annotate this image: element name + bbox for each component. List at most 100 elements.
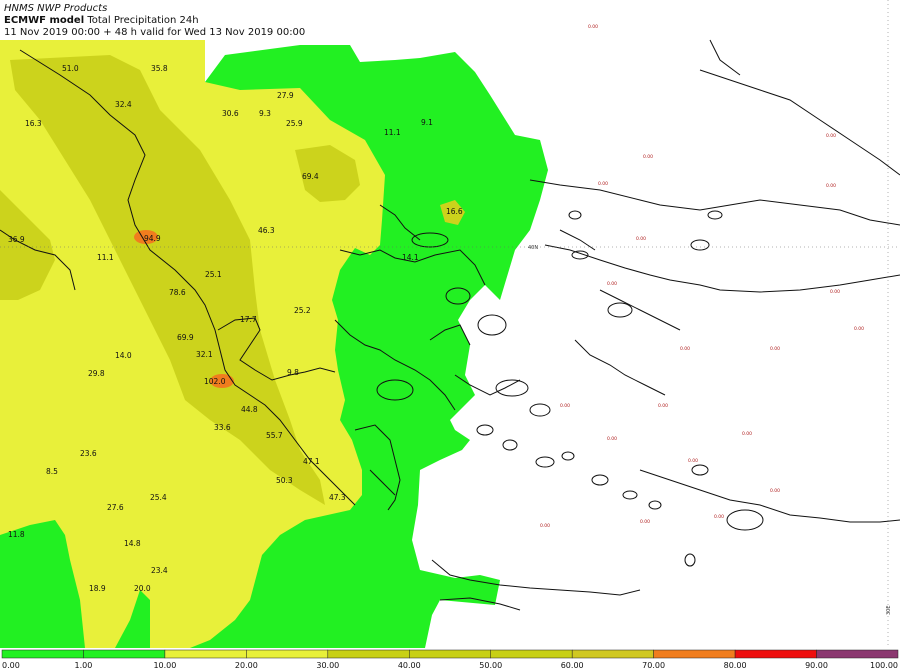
model-name: ECMWF model <box>4 15 85 26</box>
value-label: 23.6 <box>80 449 97 458</box>
colorbar-tick-label: 30.00 <box>316 661 339 670</box>
islands <box>376 210 764 567</box>
dry-value-label: 0.00 <box>658 403 668 409</box>
colorbar-segment <box>83 649 166 659</box>
value-label: 33.6 <box>214 423 231 432</box>
colorbar-tick-label: 100.00 <box>870 661 898 670</box>
colorbar-segment <box>816 649 899 659</box>
value-label: 50.3 <box>276 476 293 485</box>
value-label: 32.1 <box>196 350 213 359</box>
precip-zone-olive-3 <box>295 145 360 202</box>
dry-value-label: 0.00 <box>770 488 780 494</box>
value-label: 78.6 <box>169 288 186 297</box>
dry-value-label: 0.00 <box>540 523 550 529</box>
value-label: 23.4 <box>151 566 168 575</box>
value-label: 17.7 <box>240 315 257 324</box>
longitude-label: 30E <box>886 605 892 615</box>
value-label: 27.6 <box>107 503 124 512</box>
value-label: 69.9 <box>177 333 194 342</box>
dry-value-label: 0.00 <box>826 183 836 189</box>
dry-value-labels: 0.00 0.00 0.00 0.00 0.00 0.00 0.00 0.00 … <box>540 24 864 529</box>
value-label: 30.6 <box>222 109 239 118</box>
value-label: 44.8 <box>241 405 258 414</box>
value-label: 14.8 <box>124 539 141 548</box>
colorbar: 0.00 1.00 10.00 20.00 30.00 40.00 50.00 60.00 70… <box>0 648 900 671</box>
colorbar-tick-label: 90.00 <box>805 661 828 670</box>
institution-label: HNMS NWP Products <box>4 3 108 14</box>
colorbar-tick-label: 20.00 <box>235 661 258 670</box>
value-label: 32.4 <box>115 100 132 109</box>
value-label: 9.8 <box>287 368 299 377</box>
colorbar-tick-label: 40.00 <box>398 661 421 670</box>
colorbar-segment <box>653 649 736 659</box>
precip-zone-olive-2 <box>0 190 55 300</box>
colorbar-segment <box>164 649 247 659</box>
dry-value-label: 0.00 <box>854 326 864 332</box>
value-label: 16.6 <box>446 207 463 216</box>
colorbar-tick-label: 80.00 <box>724 661 747 670</box>
dry-value-label: 0.00 <box>607 281 617 287</box>
coastlines <box>0 39 900 611</box>
value-label: 29.8 <box>88 369 105 378</box>
dry-value-label: 0.00 <box>560 403 570 409</box>
colorbar-segment <box>734 649 817 659</box>
colorbar-segment <box>246 649 329 659</box>
value-label: 20.0 <box>134 584 151 593</box>
precipitation-map: 40N 30E 51.0 35.8 32.4 16.3 30.6 9.3 27.… <box>0 0 900 648</box>
colorbar-tick-label: 70.00 <box>642 661 665 670</box>
value-label: 14.1 <box>402 253 419 262</box>
validity-label: 11 Nov 2019 00:00 + 48 h valid for Wed 1… <box>4 27 306 38</box>
colorbar-segment <box>327 649 410 659</box>
precip-zone-olive-4 <box>440 200 465 225</box>
value-label: 35.8 <box>151 64 168 73</box>
value-label: 69.4 <box>302 172 319 181</box>
value-label: 51.0 <box>62 64 79 73</box>
dry-value-label: 0.00 <box>830 289 840 295</box>
colorbar-segment <box>490 649 573 659</box>
value-label: 11.1 <box>97 253 114 262</box>
dry-value-label: 0.00 <box>598 181 608 187</box>
value-label: 94.9 <box>144 234 161 243</box>
colorbar-tick-label: 1.00 <box>75 661 93 670</box>
dry-value-label: 0.00 <box>643 154 653 160</box>
dry-value-label: 0.00 <box>714 514 724 520</box>
dry-value-label: 0.00 <box>588 24 598 30</box>
value-label: 47.1 <box>303 457 320 466</box>
dry-value-label: 0.00 <box>636 236 646 242</box>
value-label: 102.0 <box>204 377 226 386</box>
value-label: 36.9 <box>8 235 25 244</box>
colorbar-segment <box>1 649 84 659</box>
colorbar-segment <box>571 649 654 659</box>
colorbar-ticks: 0.00 1.00 10.00 20.00 30.00 40.00 50.00 60.00 70… <box>2 661 898 670</box>
value-label: 11.8 <box>8 530 25 539</box>
value-label: 18.9 <box>89 584 106 593</box>
value-label: 11.1 <box>384 128 401 137</box>
value-label: 25.1 <box>205 270 222 279</box>
model-title: ECMWF model Total Precipitation 24h <box>4 15 199 26</box>
value-label: 27.9 <box>277 91 294 100</box>
dry-value-label: 0.00 <box>770 346 780 352</box>
dry-value-label: 0.00 <box>688 458 698 464</box>
value-label: 55.7 <box>266 431 283 440</box>
dry-value-label: 0.00 <box>826 133 836 139</box>
value-label: 9.3 <box>259 109 271 118</box>
value-label: 46.3 <box>258 226 275 235</box>
value-label: 25.4 <box>150 493 167 502</box>
dry-value-label: 0.00 <box>742 431 752 437</box>
colorbar-tick-label: 0.00 <box>2 661 20 670</box>
colorbar-tick-label: 10.00 <box>153 661 176 670</box>
precip-value-labels: 51.0 35.8 32.4 16.3 30.6 9.3 27.9 25.9 1… <box>8 64 463 593</box>
dry-value-label: 0.00 <box>680 346 690 352</box>
colorbar-tick-label: 60.00 <box>561 661 584 670</box>
colorbar-tick-label: 50.00 <box>479 661 502 670</box>
colorbar-segment <box>409 649 491 659</box>
colorbar-segments <box>1 649 899 659</box>
latitude-label: 40N <box>528 245 538 251</box>
dry-value-label: 0.00 <box>607 436 617 442</box>
value-label: 25.2 <box>294 306 311 315</box>
value-label: 8.5 <box>46 467 58 476</box>
value-label: 25.9 <box>286 119 303 128</box>
value-label: 14.0 <box>115 351 132 360</box>
value-label: 9.1 <box>421 118 433 127</box>
